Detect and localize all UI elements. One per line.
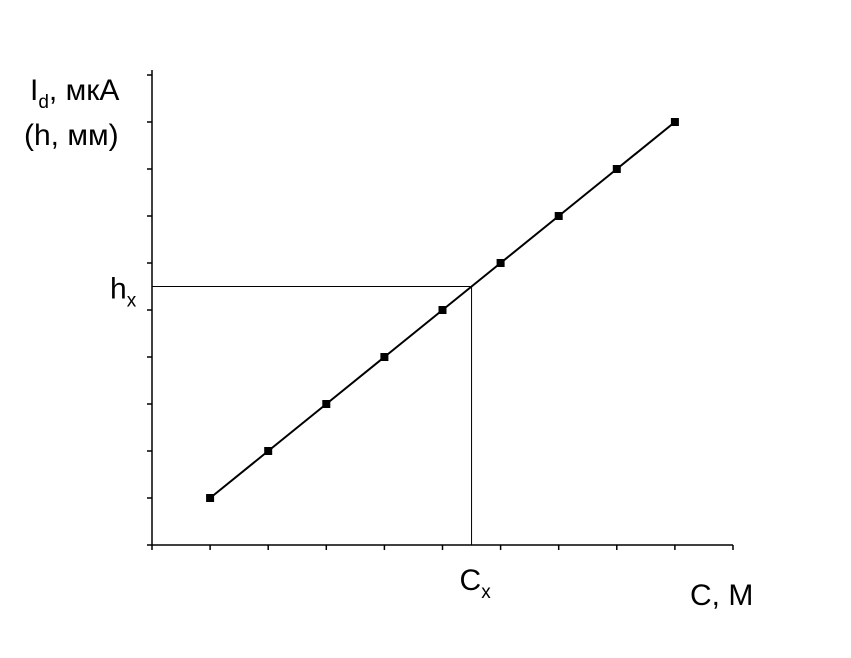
x-axis-label: С, М: [690, 579, 753, 612]
data-point: [322, 400, 331, 408]
data-point: [206, 494, 215, 502]
h-marker-sub: x: [127, 291, 137, 312]
h-marker-main: h: [110, 273, 127, 306]
data-point: [670, 118, 679, 126]
y-label-sub: d: [38, 92, 49, 113]
y-label-rest: , мкА: [49, 74, 119, 107]
h-marker-label: hx: [110, 273, 137, 312]
y-axis-label-line2: (h, мм): [24, 119, 119, 152]
data-point: [496, 259, 505, 267]
y-axis-label: Id, мкА: [30, 74, 119, 113]
c-marker-main: C: [460, 564, 482, 597]
data-point: [438, 306, 447, 314]
data-point: [612, 165, 621, 173]
c-marker-sub: x: [481, 582, 491, 603]
c-marker-label: Cx: [460, 564, 492, 603]
data-point: [554, 212, 563, 220]
y-label-main: I: [30, 74, 38, 107]
data-point: [264, 447, 273, 455]
data-point: [380, 353, 389, 361]
